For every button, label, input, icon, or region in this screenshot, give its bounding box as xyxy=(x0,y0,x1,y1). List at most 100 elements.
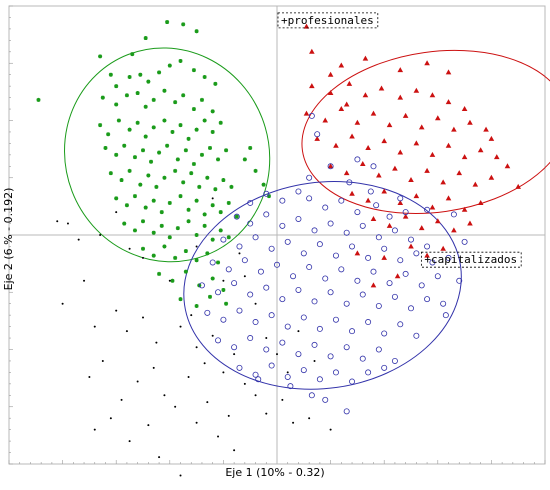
data-point-triangle-red xyxy=(483,126,489,132)
data-point-star-green xyxy=(98,54,103,59)
data-point-dot-black xyxy=(265,412,268,415)
data-point-star-green xyxy=(127,127,132,132)
data-point-star-green xyxy=(202,223,207,228)
data-point-star-green xyxy=(218,228,223,233)
data-point-star-green xyxy=(208,145,212,150)
data-point-circle-blue xyxy=(241,257,248,264)
data-point-triangle-red xyxy=(303,110,310,116)
data-point-dot-black xyxy=(313,359,316,362)
data-point-triangle-red xyxy=(359,161,366,167)
data-point-circle-blue xyxy=(300,367,307,374)
data-point-circle-blue xyxy=(322,204,329,211)
data-point-star-green xyxy=(224,148,229,153)
data-point-dot-black xyxy=(101,359,104,362)
data-point-dot-black xyxy=(109,417,112,420)
data-point-circle-blue xyxy=(279,296,286,303)
data-point-star-green xyxy=(167,63,172,68)
data-point-circle-blue xyxy=(343,229,350,236)
data-point-triangle-red xyxy=(381,138,387,144)
data-point-circle-blue xyxy=(263,190,270,197)
data-point-dot-black xyxy=(93,325,96,328)
data-point-circle-blue xyxy=(418,282,425,289)
data-point-circle-blue xyxy=(365,254,372,261)
data-point-circle-blue xyxy=(322,396,329,403)
data-point-star-green xyxy=(138,182,143,187)
data-point-star-green xyxy=(210,276,215,281)
data-point-dot-black xyxy=(187,375,190,378)
data-point-triangle-red xyxy=(370,110,377,116)
y-axis-label: Eje 2 (6 % - 0.192) xyxy=(2,187,15,291)
data-point-triangle-red xyxy=(504,163,511,169)
data-point-dot-black xyxy=(206,401,209,404)
data-point-star-green xyxy=(191,68,196,73)
data-point-triangle-red xyxy=(424,252,430,258)
data-point-triangle-red xyxy=(424,60,430,66)
annotation-box xyxy=(277,12,379,29)
data-point-dot-black xyxy=(168,279,171,282)
data-point-star-green xyxy=(116,118,121,123)
data-point-star-green xyxy=(124,93,129,98)
data-point-circle-blue xyxy=(349,328,356,335)
data-point-star-green xyxy=(151,230,156,235)
data-point-circle-blue xyxy=(397,257,404,264)
data-point-circle-blue xyxy=(424,243,431,250)
data-point-star-green xyxy=(143,104,148,109)
data-point-star-green xyxy=(106,132,111,137)
data-point-star-green xyxy=(218,210,223,215)
data-point-triangle-red xyxy=(440,245,446,251)
data-point-triangle-red xyxy=(327,71,334,77)
data-point-circle-blue xyxy=(402,270,409,277)
data-point-star-green xyxy=(173,100,178,105)
data-point-star-green xyxy=(194,127,199,132)
data-point-circle-blue xyxy=(434,273,441,280)
data-point-dot-black xyxy=(222,279,225,282)
data-point-circle-blue xyxy=(375,346,382,353)
data-point-circle-blue xyxy=(332,252,339,259)
data-point-triangle-red xyxy=(370,282,377,288)
data-point-circle-blue xyxy=(209,259,216,266)
data-point-star-green xyxy=(146,173,151,178)
data-point-dot-black xyxy=(233,353,236,356)
data-point-circle-blue xyxy=(279,222,286,229)
data-point-triangle-red xyxy=(333,142,339,148)
data-point-dot-black xyxy=(233,449,236,452)
data-point-triangle-red xyxy=(451,126,457,132)
data-point-star-green xyxy=(242,157,247,162)
data-point-circle-blue xyxy=(407,305,414,312)
data-point-star-green xyxy=(162,88,167,93)
annotations: +profesionales +capitalizados xyxy=(277,12,522,268)
data-point-circle-blue xyxy=(373,202,380,209)
data-point-circle-blue xyxy=(370,268,377,275)
data-point-circle-blue xyxy=(287,383,294,390)
ellipse-green xyxy=(64,47,271,263)
data-point-circle-blue xyxy=(391,227,398,234)
data-point-circle-blue xyxy=(354,277,361,284)
data-point-dot-black xyxy=(120,398,123,401)
data-point-dot-black xyxy=(77,238,80,241)
data-point-dot-black xyxy=(265,337,268,340)
data-point-star-green xyxy=(202,118,207,123)
data-point-triangle-red xyxy=(413,140,420,146)
data-point-star-green xyxy=(149,159,154,164)
data-point-triangle-red xyxy=(461,154,468,160)
data-point-circle-blue xyxy=(402,209,409,216)
data-point-star-green xyxy=(261,182,266,187)
data-point-dot-black xyxy=(83,279,86,282)
data-point-dot-black xyxy=(61,302,64,305)
data-point-circle-blue xyxy=(306,195,313,202)
data-point-circle-blue xyxy=(300,314,307,321)
data-point-circle-blue xyxy=(247,291,254,298)
data-point-triangle-red xyxy=(451,227,457,233)
data-point-circle-blue xyxy=(306,174,313,181)
data-point-dot-black xyxy=(99,234,102,236)
data-point-circle-blue xyxy=(220,236,227,243)
data-point-dot-black xyxy=(66,222,69,225)
data-point-circle-blue xyxy=(215,289,222,296)
data-point-circle-blue xyxy=(429,259,436,266)
data-point-star-green xyxy=(178,194,183,199)
data-point-star-green xyxy=(143,134,148,139)
data-point-circle-blue xyxy=(327,353,334,360)
data-point-dot-black xyxy=(254,302,257,305)
data-point-dot-black xyxy=(56,220,59,223)
data-point-star-green xyxy=(157,150,162,155)
